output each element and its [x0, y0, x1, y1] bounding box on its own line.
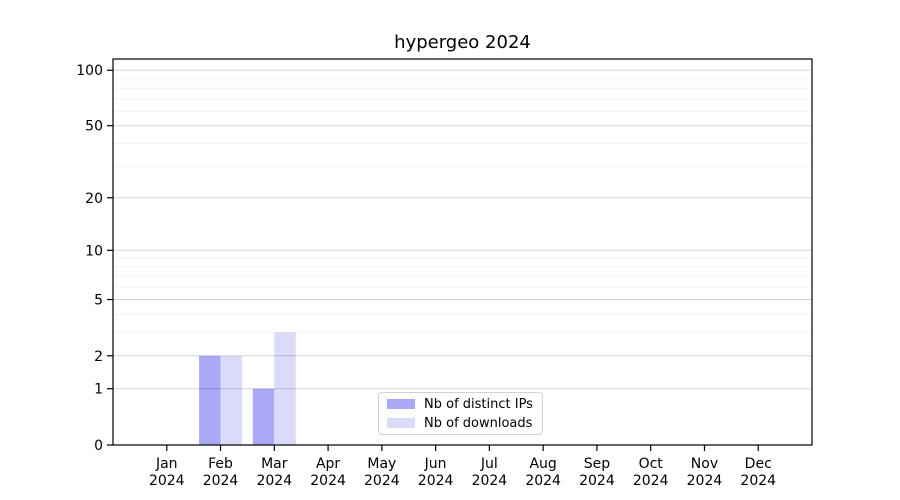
- bar-feb-distinct-ips: [199, 355, 221, 445]
- y-tick-label: 100: [76, 63, 103, 79]
- x-tick-label-year-apr: 2024: [310, 473, 346, 489]
- y-tick-label: 20: [85, 191, 103, 207]
- x-tick-label-year-oct: 2024: [633, 473, 669, 489]
- x-tick-label-month-oct: Oct: [639, 456, 664, 472]
- x-tick-label-month-aug: Aug: [529, 456, 556, 472]
- x-tick-label-month-jul: Jul: [480, 456, 498, 472]
- x-tick-label-year-feb: 2024: [203, 473, 239, 489]
- y-tick-label: 50: [85, 119, 103, 135]
- legend-label-downloads: Nb of downloads: [424, 415, 533, 431]
- y-tick-label: 0: [94, 438, 103, 454]
- chart-title: hypergeo 2024: [394, 32, 531, 53]
- x-tick-label-month-may: May: [367, 456, 396, 472]
- legend-item-distinct-ips: Nb of distinct IPs: [387, 397, 534, 412]
- x-tick-label-month-sep: Sep: [584, 456, 611, 472]
- y-tick-label: 1: [94, 382, 103, 398]
- y-tick-label: 2: [94, 349, 103, 365]
- x-tick-label-month-mar: Mar: [261, 456, 288, 472]
- legend-swatch-distinct-ips: [387, 399, 415, 409]
- x-tick-label-month-dec: Dec: [745, 456, 772, 472]
- bar-feb-downloads: [220, 355, 243, 445]
- x-tick-label-month-jun: Jun: [424, 456, 447, 472]
- legend-item-downloads: Nb of downloads: [387, 416, 534, 431]
- x-tick-label-year-dec: 2024: [740, 473, 776, 489]
- x-tick-label-year-mar: 2024: [256, 473, 292, 489]
- legend: Nb of distinct IPs Nb of downloads: [378, 392, 543, 435]
- x-tick-label-year-jul: 2024: [472, 473, 508, 489]
- x-tick-label-month-feb: Feb: [208, 456, 233, 472]
- x-tick-label-year-sep: 2024: [579, 473, 615, 489]
- legend-swatch-downloads: [387, 418, 415, 428]
- bar-mar-distinct-ips: [252, 388, 275, 445]
- x-tick-label-year-nov: 2024: [687, 473, 723, 489]
- y-tick-label: 5: [94, 293, 103, 309]
- x-tick-label-month-jan: Jan: [155, 456, 178, 472]
- y-tick-label: 10: [85, 243, 103, 259]
- x-tick-label-year-jun: 2024: [418, 473, 454, 489]
- x-tick-label-year-jan: 2024: [149, 473, 185, 489]
- legend-label-distinct-ips: Nb of distinct IPs: [424, 396, 533, 412]
- bar-mar-downloads: [274, 332, 296, 445]
- x-tick-label-year-may: 2024: [364, 473, 400, 489]
- x-tick-label-month-apr: Apr: [316, 456, 340, 472]
- plot-border: [112, 58, 813, 446]
- x-tick-label-month-nov: Nov: [691, 456, 718, 472]
- x-tick-label-year-aug: 2024: [525, 473, 561, 489]
